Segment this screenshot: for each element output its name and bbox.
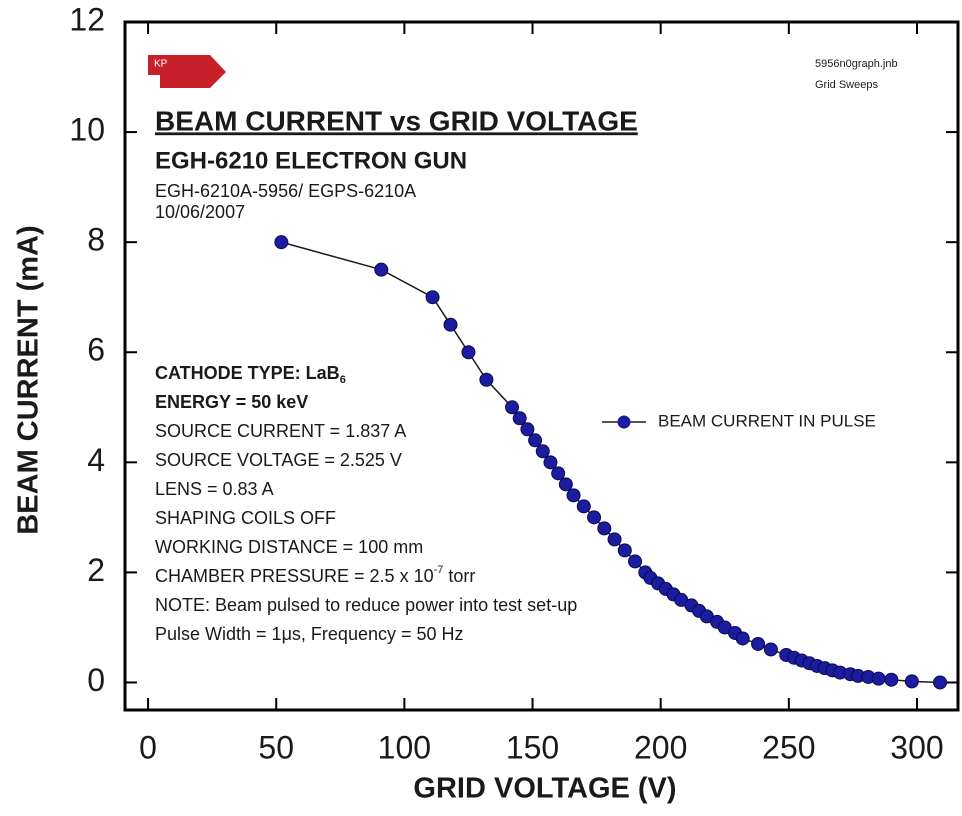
annotation: Pulse Width = 1μs, Frequency = 50 Hz <box>155 624 464 644</box>
logo-shape <box>148 55 226 88</box>
y-tick-label: 8 <box>87 222 105 258</box>
data-point <box>543 455 558 470</box>
annotation: SHAPING COILS OFF <box>155 508 336 528</box>
annotation-text: NOTE: Beam pulsed to reduce power into t… <box>155 595 577 615</box>
annotation-text: SOURCE CURRENT = 1.837 A <box>155 421 406 441</box>
y-axis-title: BEAM CURRENT (mA) <box>13 225 45 534</box>
data-point <box>576 499 591 514</box>
x-tick-label: 150 <box>506 729 559 765</box>
data-point <box>520 422 535 437</box>
annotation-text: SHAPING COILS OFF <box>155 508 336 528</box>
x-tick-label: 0 <box>139 729 157 765</box>
annotation-text: WORKING DISTANCE = 100 mm <box>155 537 423 557</box>
data-point <box>443 317 458 332</box>
data-point <box>528 433 543 448</box>
data-point <box>425 290 440 305</box>
annotation-superscript: -7 <box>434 564 444 576</box>
y-tick-label: 6 <box>87 332 105 368</box>
data-point <box>607 532 622 547</box>
file-label: 5956n0graph.jnb <box>815 58 898 70</box>
note: EGH-6210A-5956/ EGPS-6210A <box>155 181 416 201</box>
annotation-subscript: 6 <box>340 374 346 386</box>
annotation-text: LENS = 0.83 A <box>155 479 274 499</box>
data-point <box>587 510 602 525</box>
data-point <box>751 636 766 651</box>
annotation: CATHODE TYPE: LaB6 <box>155 363 346 386</box>
annotation: WORKING DISTANCE = 100 mm <box>155 537 423 557</box>
data-point <box>763 642 778 657</box>
legend-marker <box>617 415 631 429</box>
data-point <box>617 543 632 558</box>
note: 10/06/2007 <box>155 202 245 222</box>
annotation-text: CATHODE TYPE: LaB <box>155 363 340 383</box>
data-point <box>884 672 899 687</box>
annotation-text: torr <box>443 566 475 586</box>
data-point <box>512 411 527 426</box>
annotation-text: ENERGY = 50 keV <box>155 392 308 412</box>
data-point <box>558 477 573 492</box>
data-point <box>735 631 750 646</box>
data-point <box>566 488 581 503</box>
annotation-text: SOURCE VOLTAGE = 2.525 V <box>155 450 402 470</box>
plot-frame <box>123 20 960 712</box>
annotation: NOTE: Beam pulsed to reduce power into t… <box>155 595 577 615</box>
data-point <box>461 345 476 360</box>
data-point <box>904 674 919 689</box>
data-point <box>551 466 566 481</box>
y-tick-label: 2 <box>87 552 105 588</box>
annotation: LENS = 0.83 A <box>155 479 274 499</box>
chart-title: BEAM CURRENT vs GRID VOLTAGE <box>155 105 638 136</box>
x-tick-label: 100 <box>378 729 431 765</box>
file-label: Grid Sweeps <box>815 79 878 91</box>
data-point <box>479 372 494 387</box>
logo-text: KP <box>154 59 168 70</box>
annotation: SOURCE VOLTAGE = 2.525 V <box>155 450 402 470</box>
annotation-text: Pulse Width = 1μs, Frequency = 50 Hz <box>155 624 464 644</box>
annotation: SOURCE CURRENT = 1.837 A <box>155 421 406 441</box>
data-point <box>535 444 550 459</box>
x-tick-label: 250 <box>762 729 815 765</box>
annotation-text: CHAMBER PRESSURE = 2.5 x 10 <box>155 566 434 586</box>
data-point <box>597 521 612 536</box>
x-tick-label: 50 <box>258 729 294 765</box>
data-point <box>628 554 643 569</box>
data-point <box>505 400 520 415</box>
annotation: ENERGY = 50 keV <box>155 392 308 412</box>
legend-label: BEAM CURRENT IN PULSE <box>658 411 876 430</box>
data-point <box>374 262 389 277</box>
data-point <box>933 675 948 690</box>
annotation: CHAMBER PRESSURE = 2.5 x 10-7 torr <box>155 564 475 586</box>
chart-subtitle: EGH-6210 ELECTRON GUN <box>155 147 467 174</box>
data-point <box>274 235 289 250</box>
y-tick-label: 4 <box>87 442 105 478</box>
x-tick-label: 200 <box>634 729 687 765</box>
y-tick-label: 10 <box>69 112 105 148</box>
x-tick-label: 300 <box>890 729 943 765</box>
y-tick-label: 0 <box>87 662 105 698</box>
data-point <box>871 671 886 686</box>
y-tick-label: 12 <box>69 1 105 37</box>
x-axis-title: GRID VOLTAGE (V) <box>413 773 676 805</box>
